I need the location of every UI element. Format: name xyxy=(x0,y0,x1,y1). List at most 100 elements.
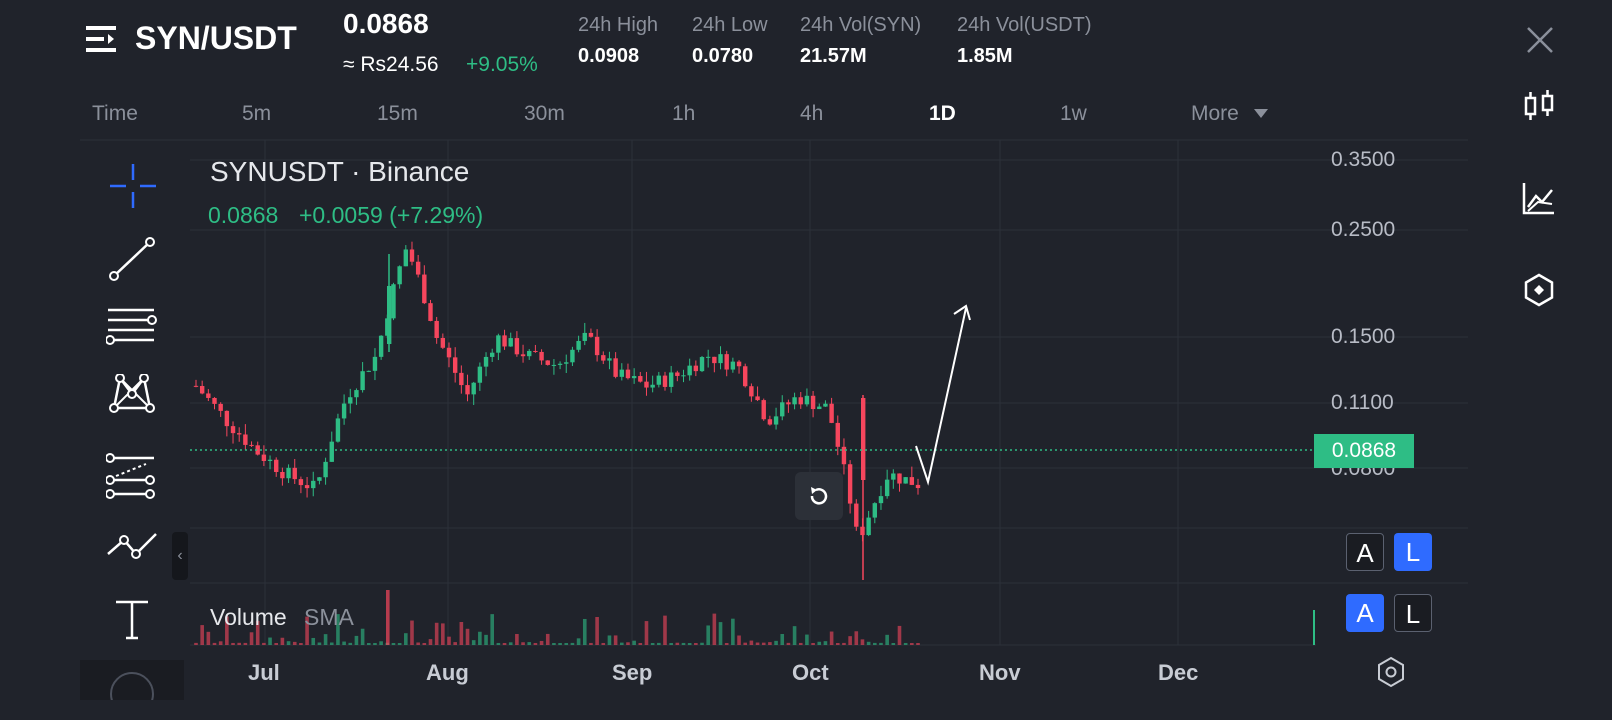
trendline-icon[interactable] xyxy=(106,234,160,288)
volume-bar xyxy=(570,642,575,645)
stat-value-high: 0.0908 xyxy=(578,45,640,67)
close-icon[interactable] xyxy=(1526,26,1554,54)
volume-bar xyxy=(749,640,754,645)
candle xyxy=(724,354,729,370)
volume-bar xyxy=(434,622,439,645)
polyline-icon[interactable] xyxy=(106,528,160,582)
candle xyxy=(292,467,297,480)
candle xyxy=(366,370,371,372)
candle xyxy=(687,365,692,376)
projection-icon[interactable] xyxy=(106,452,160,506)
volume-bar xyxy=(243,642,248,645)
candle xyxy=(459,372,464,386)
volume-bar xyxy=(286,641,291,645)
stat-label-vol-quote: 24h Vol(USDT) xyxy=(957,14,1092,36)
volume-bar xyxy=(465,628,470,645)
volume-auto-scale-button[interactable]: A xyxy=(1346,594,1384,632)
tab-1w[interactable]: 1w xyxy=(1060,102,1087,125)
volume-bar xyxy=(447,636,451,645)
candle xyxy=(847,464,853,504)
candle xyxy=(897,473,902,484)
candle xyxy=(533,350,538,352)
candle xyxy=(891,473,896,480)
drawn-arrow xyxy=(915,307,967,486)
crosshair-icon[interactable] xyxy=(106,162,160,216)
volume-bar xyxy=(891,642,896,645)
candle xyxy=(601,355,606,361)
candle xyxy=(496,335,501,353)
candle xyxy=(909,477,915,485)
candle xyxy=(434,320,439,338)
volume-bar xyxy=(373,642,377,645)
reset-view-button[interactable] xyxy=(795,472,843,520)
volume-bar xyxy=(508,642,513,645)
volume-bar xyxy=(564,643,569,645)
auto-scale-button[interactable]: A xyxy=(1346,533,1384,571)
volume-bar xyxy=(669,642,673,645)
last-price-tag: 0.0868 xyxy=(1314,434,1414,468)
volume-bar xyxy=(774,640,778,645)
log-scale-button[interactable]: L xyxy=(1394,533,1432,571)
candle xyxy=(230,426,236,434)
candle xyxy=(780,402,785,417)
volume-bar xyxy=(194,642,198,645)
volume-bar xyxy=(607,635,612,645)
volume-log-scale-button[interactable]: L xyxy=(1394,594,1432,632)
candle xyxy=(409,249,415,262)
tab-5m[interactable]: 5m xyxy=(242,102,272,125)
candle xyxy=(335,418,341,442)
volume-bar xyxy=(496,642,501,645)
tab-more[interactable]: More xyxy=(1191,102,1239,125)
volume-bar xyxy=(626,642,630,645)
volume-bar xyxy=(761,642,766,645)
candles-icon[interactable] xyxy=(1521,88,1557,124)
tab-4h[interactable]: 4h xyxy=(800,102,824,125)
candle xyxy=(298,479,304,486)
volume-bar xyxy=(453,642,457,645)
candle xyxy=(872,503,878,518)
candle xyxy=(520,354,526,357)
volume-bar xyxy=(502,643,507,645)
tab-30m[interactable]: 30m xyxy=(524,102,565,125)
tab-1d[interactable]: 1D xyxy=(929,102,956,125)
volume-bar xyxy=(386,590,390,645)
candle xyxy=(236,433,242,435)
volume-bar xyxy=(342,641,346,645)
volume-bar xyxy=(428,639,433,645)
volume-bar xyxy=(823,641,828,645)
volume-bar xyxy=(249,632,254,645)
candle xyxy=(193,385,199,387)
candle xyxy=(650,384,655,388)
candle xyxy=(446,347,452,358)
volume-bar xyxy=(515,634,519,645)
menu-icon[interactable] xyxy=(86,24,118,54)
volume-bar xyxy=(805,634,809,645)
tab-1h[interactable]: 1h xyxy=(672,102,696,125)
settings-icon[interactable] xyxy=(1521,272,1557,308)
volume-bar xyxy=(854,631,859,645)
stat-label-vol-base: 24h Vol(SYN) xyxy=(800,14,922,36)
volume-bar xyxy=(619,642,624,645)
candle xyxy=(280,471,285,479)
more-tools-button[interactable] xyxy=(80,660,184,700)
volume-bar xyxy=(348,642,353,645)
collapse-toolbar-button[interactable]: ‹ xyxy=(172,532,188,580)
chart-last-value: 0.0868 xyxy=(208,202,279,228)
tab-15m[interactable]: 15m xyxy=(377,102,418,125)
price-change: +9.05% xyxy=(466,53,538,76)
candle xyxy=(267,459,273,461)
pattern-icon[interactable] xyxy=(106,374,160,428)
indicators-icon[interactable] xyxy=(1521,180,1557,216)
candle xyxy=(644,381,649,388)
fib-icon[interactable] xyxy=(106,304,160,358)
volume-bar xyxy=(582,618,587,645)
text-icon[interactable] xyxy=(106,596,160,650)
volume-bar xyxy=(280,637,285,645)
candle xyxy=(631,376,637,379)
chart-settings-icon[interactable] xyxy=(1375,656,1407,688)
tab-time[interactable]: Time xyxy=(92,102,138,125)
pair-title[interactable]: SYN/USDT xyxy=(135,20,297,56)
candle xyxy=(749,386,754,397)
candle xyxy=(736,361,742,367)
candle xyxy=(681,375,686,377)
